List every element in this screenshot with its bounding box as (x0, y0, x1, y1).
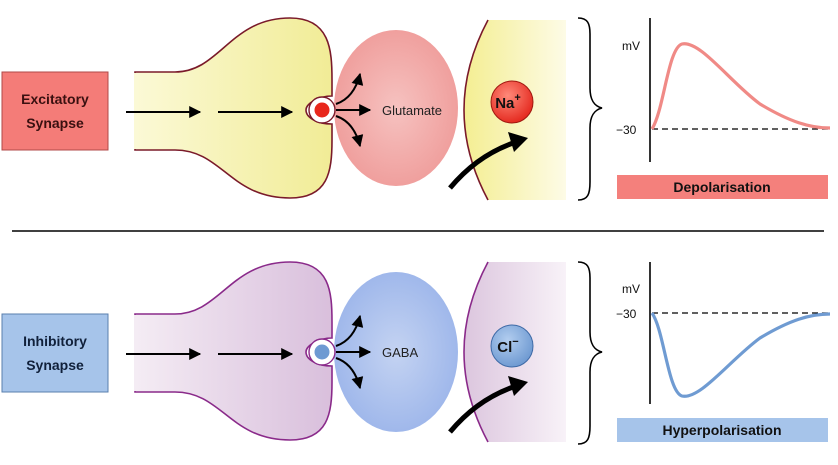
inhibitory-axis-unit: mV (622, 282, 640, 296)
cl-influx-arrow (448, 383, 517, 434)
excitatory-label-line1: Excitatory (21, 91, 89, 107)
inhibitory-brace (577, 261, 603, 445)
hyperpolarisation-label: Hyperpolarisation (662, 422, 781, 438)
depolarisation-bar (617, 175, 828, 199)
glutamate-cloud (334, 30, 458, 186)
excitatory-threshold-label: −30 (616, 123, 637, 137)
inhibitory-label-line1: Inhibitory (23, 333, 87, 349)
glutamate-release-arrow-up (335, 72, 364, 105)
na-influx-arrow (448, 139, 517, 190)
inhibitory-vesicle (314, 344, 330, 360)
inhibitory-label-box (1, 313, 109, 393)
depolarisation-label: Depolarisation (673, 179, 770, 195)
excitatory-axis-unit: mV (622, 39, 640, 53)
excitatory-presynaptic-terminal (134, 17, 333, 199)
inhibitory-threshold-label: −30 (616, 307, 637, 321)
hyperpolarisation-bar (617, 418, 828, 442)
inhibitory-presynaptic-terminal (134, 261, 333, 441)
inhibitory-label-line2: Synapse (26, 357, 84, 373)
excitatory-label-box (1, 71, 109, 151)
excitatory-potential-trace (650, 42, 831, 130)
glutamate-release-arrow-down (335, 115, 364, 148)
gaba-label: GABA (382, 345, 418, 360)
cl-ion-label: Cl− (497, 336, 518, 356)
gaba-cloud (334, 272, 458, 432)
na-ion-label: Na+ (495, 92, 521, 112)
cl-ion (490, 324, 534, 368)
na-ion (490, 80, 534, 124)
inhibitory-section: Inhibitory Synapse GABA Cl− mV −30 Hyper… (1, 261, 831, 445)
glutamate-label: Glutamate (382, 103, 442, 118)
excitatory-brace (577, 17, 603, 201)
excitatory-section: Excitatory Synapse Glutamate Na+ (1, 17, 831, 201)
gaba-release-arrow-down (335, 357, 364, 390)
gaba-release-arrow-up (335, 314, 364, 347)
excitatory-label-line2: Synapse (26, 115, 84, 131)
inhibitory-potential-trace (650, 312, 831, 398)
excitatory-vesicle (314, 102, 330, 118)
